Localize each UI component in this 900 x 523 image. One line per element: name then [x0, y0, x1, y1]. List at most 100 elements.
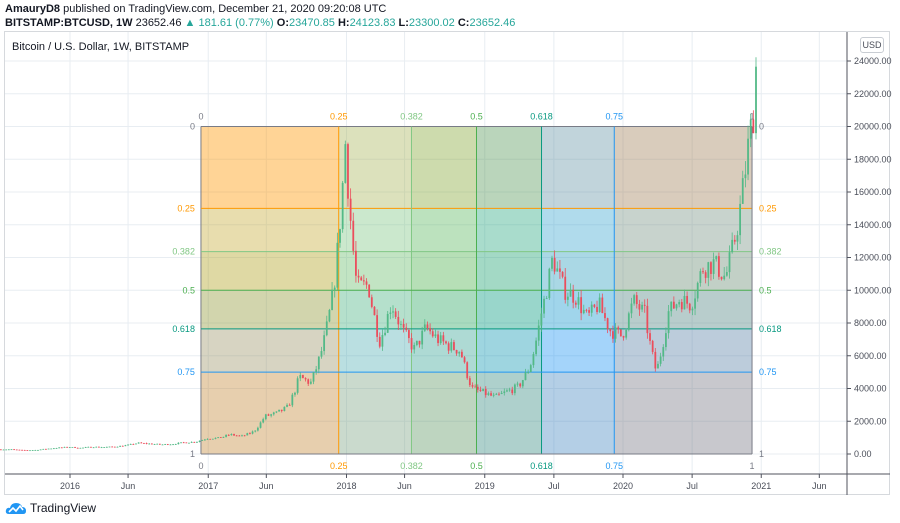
candle-up: [577, 297, 580, 305]
candle-down: [15, 449, 18, 451]
candle-up: [137, 442, 140, 444]
cloud-logo-icon: [5, 503, 27, 514]
candle-down: [13, 449, 16, 451]
candle-up: [254, 430, 257, 432]
fib-time-label-top: 0.382: [400, 112, 423, 122]
candle-down: [498, 393, 500, 395]
candle-down: [418, 340, 421, 345]
candle-up: [161, 444, 164, 446]
close-label: C:: [457, 17, 470, 29]
candle-up: [508, 389, 511, 391]
candle-up: [641, 304, 643, 310]
candle-up: [513, 384, 516, 394]
candle-down: [405, 327, 408, 331]
author-name[interactable]: AmauryD8: [5, 3, 61, 15]
candle-up: [201, 440, 204, 441]
candle-down: [90, 446, 92, 448]
candle-up: [450, 342, 453, 351]
candle-up: [630, 303, 633, 314]
candle-up: [92, 447, 95, 449]
candle-up: [198, 440, 201, 442]
candle-up: [116, 446, 119, 448]
candle-up: [275, 411, 278, 413]
candle-down: [710, 262, 712, 274]
time-axis-label: Jul: [548, 481, 560, 491]
candle-up: [34, 450, 37, 451]
candle-down: [158, 443, 161, 445]
candle-up: [225, 434, 227, 437]
fib-price-label-left: 0: [190, 122, 195, 132]
time-axis-label: Jun: [812, 481, 827, 491]
candle-up: [540, 313, 543, 326]
candle-up: [675, 304, 678, 309]
candle-up: [108, 446, 111, 448]
candle-up: [124, 445, 127, 447]
candle-up: [230, 434, 233, 436]
candle-up: [315, 369, 318, 373]
fib-price-label-left: 0.75: [177, 367, 195, 377]
fib-time-label-top: 0.5: [470, 112, 483, 122]
candle-up: [148, 443, 151, 445]
time-axis-label: 2020: [613, 481, 633, 491]
candle-up: [71, 446, 74, 448]
candle-down: [680, 302, 683, 310]
candle-up: [339, 229, 341, 243]
candle-up: [492, 394, 495, 396]
candle-up: [50, 448, 53, 450]
fib-time-label-top: 0.618: [530, 112, 553, 122]
candle-down: [66, 446, 69, 448]
fib-price-label-left: 0.5: [182, 285, 195, 295]
candle-up: [222, 436, 225, 438]
candle-up: [29, 450, 31, 452]
fib-price-label-right: 0: [759, 122, 764, 132]
currency-button[interactable]: USD: [860, 37, 884, 53]
candle-down: [368, 284, 371, 298]
fib-price-label-right: 0.75: [759, 367, 777, 377]
candle-down: [442, 335, 445, 342]
candle-up: [434, 334, 437, 337]
candle-up: [251, 431, 254, 434]
candle-up: [164, 444, 167, 445]
fib-time-label-top: 1: [750, 112, 755, 122]
candle-up: [299, 375, 302, 379]
candle-up: [503, 391, 506, 393]
candle-up: [256, 427, 259, 431]
candle-up: [270, 414, 273, 416]
candle-down: [355, 250, 357, 276]
candle-down: [752, 119, 755, 134]
candle-down: [304, 378, 307, 380]
candle-up: [188, 442, 190, 444]
candle-down: [426, 324, 429, 329]
price-change: 181.61 (0.77%): [198, 17, 274, 29]
candle-down: [519, 383, 522, 387]
candle-down: [574, 302, 577, 305]
candle-up: [659, 356, 662, 364]
candle-up: [47, 448, 50, 450]
candle-down: [688, 303, 691, 311]
candle-down: [733, 239, 736, 242]
candle-down: [718, 256, 720, 277]
candle-up: [556, 268, 559, 272]
tradingview-logo[interactable]: TradingView: [5, 501, 96, 515]
candle-up: [392, 311, 394, 313]
candle-down: [235, 435, 238, 437]
candle-down: [593, 304, 596, 307]
high-label: H:: [337, 17, 350, 29]
candle-up: [421, 330, 424, 345]
candle-down: [113, 446, 116, 448]
candle-down: [553, 257, 556, 272]
candle-down: [596, 306, 598, 313]
candle-up: [389, 312, 392, 314]
candle-down: [219, 437, 222, 438]
candle-up: [537, 325, 540, 341]
candle-up: [95, 446, 98, 448]
chart-title: Bitcoin / U.S. Dollar, 1W, BITSTAMP: [12, 41, 190, 53]
candle-up: [543, 298, 545, 314]
candle-up: [500, 392, 503, 394]
candle-up: [551, 257, 553, 269]
candle-up: [548, 268, 551, 299]
candle-up: [39, 449, 42, 451]
candle-down: [362, 280, 365, 282]
candle-up: [7, 449, 10, 451]
